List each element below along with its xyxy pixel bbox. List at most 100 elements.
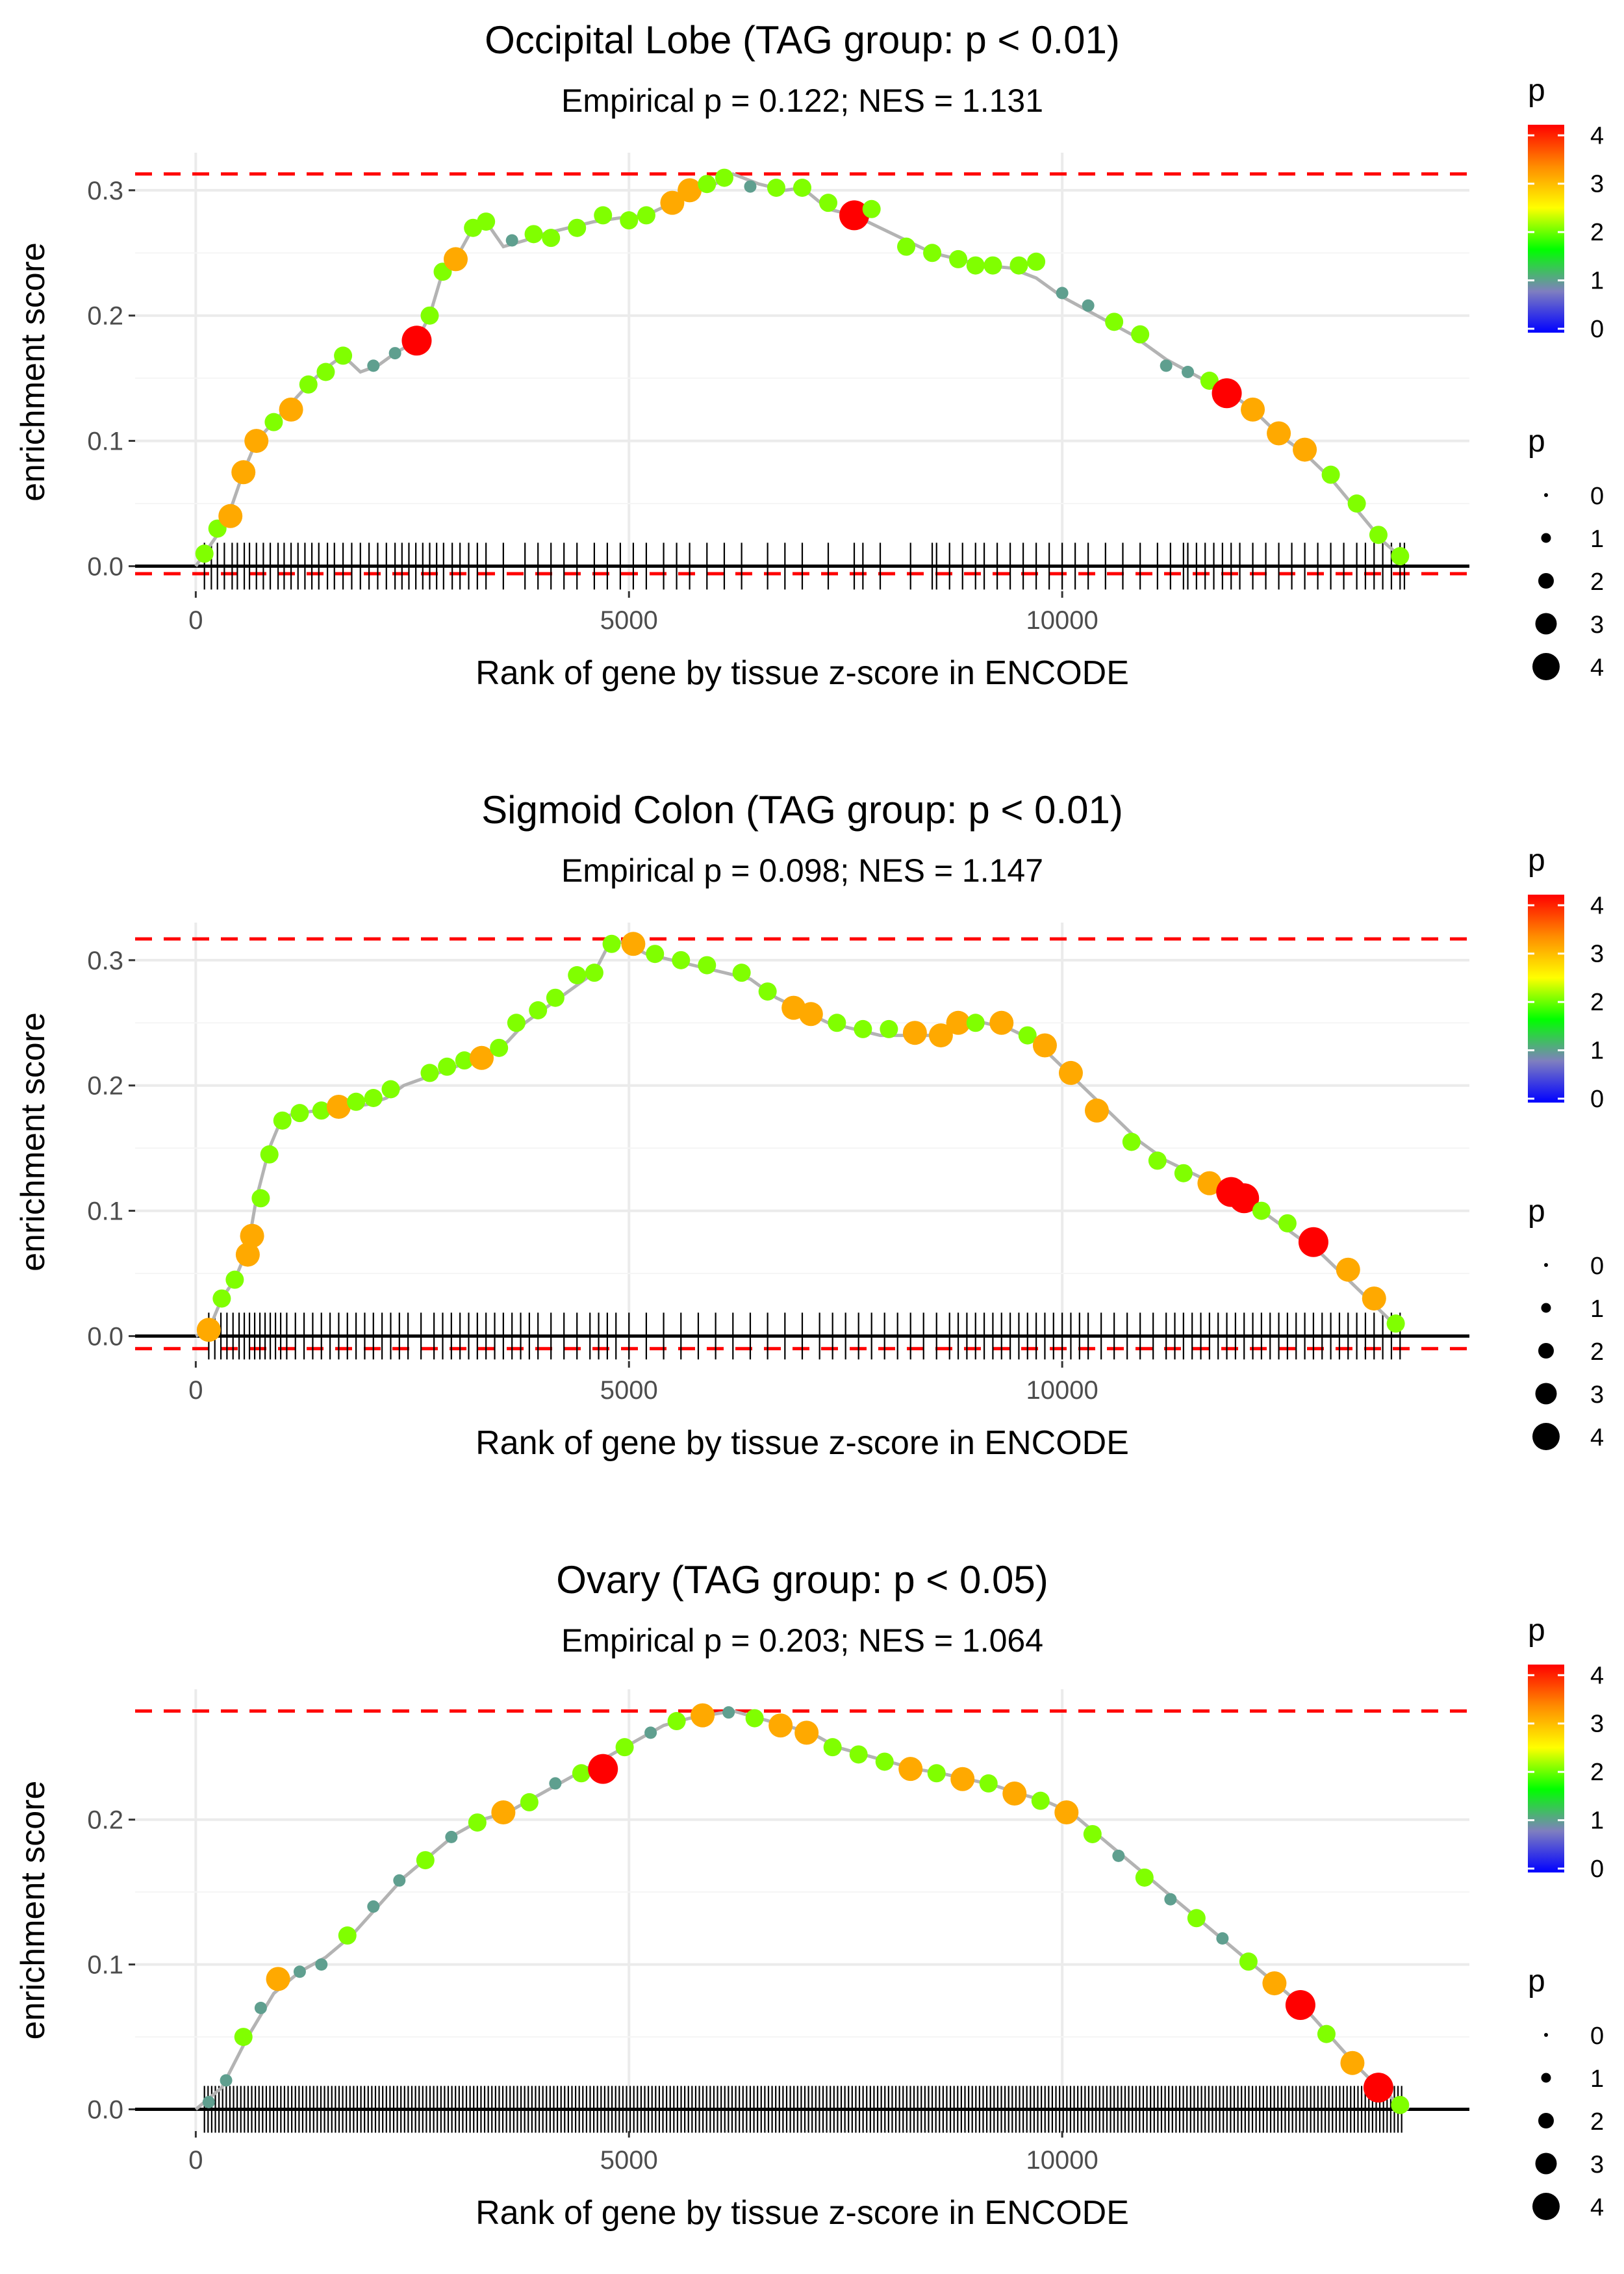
enrichment-point [1391, 2095, 1410, 2114]
enrichment-point [1317, 2025, 1336, 2043]
size-legend-label: 4 [1590, 654, 1604, 682]
enrichment-point [839, 200, 870, 231]
y-axis-title: enrichment score [14, 242, 52, 502]
size-legend-title: p [1528, 424, 1545, 459]
enrichment-point [1386, 1314, 1405, 1333]
y-axis-title: enrichment score [14, 1781, 52, 2040]
enrichment-point [768, 1713, 793, 1738]
enrichment-point [672, 951, 691, 969]
enrichment-point [819, 194, 838, 212]
color-legend-label: 0 [1590, 1856, 1604, 1883]
enrichment-point [1131, 325, 1150, 344]
size-legend-title: p [1528, 1194, 1545, 1229]
enrichment-point [546, 988, 565, 1007]
x-axis-title: Rank of gene by tissue z-score in ENCODE [476, 2194, 1129, 2232]
enrichment-point [1135, 1868, 1154, 1887]
enrichment-point [1009, 256, 1028, 275]
size-legend-dot [1532, 653, 1560, 680]
color-legend-label: 3 [1590, 171, 1604, 198]
x-tick-label: 0 [188, 606, 203, 635]
enrichment-point [849, 1745, 868, 1764]
enrichment-point [524, 225, 543, 244]
x-tick-label: 0 [188, 2146, 203, 2175]
enrichment-point [225, 1270, 244, 1289]
enrichment-point [1148, 1151, 1167, 1170]
enrichment-point [240, 1223, 264, 1248]
legend: p 4 3 2 1 0 p 0 1 2 3 4 [1528, 73, 1604, 682]
color-legend-label: 1 [1590, 268, 1604, 295]
enrichment-point [798, 1002, 823, 1027]
color-legend-bar [1528, 125, 1564, 333]
size-legend-dot [1535, 2153, 1557, 2175]
enrichment-point [1252, 1201, 1271, 1220]
enrichment-point [381, 1080, 400, 1099]
enrichment-point [572, 1764, 590, 1783]
size-legend-dot [1544, 1263, 1548, 1267]
hit-rug [203, 543, 1406, 590]
color-legend-label: 0 [1590, 1086, 1604, 1113]
enrichment-point [1293, 437, 1317, 462]
size-legend-label: 3 [1590, 1381, 1604, 1409]
enrichment-point [1298, 1227, 1328, 1257]
x-tick-label: 5000 [600, 2146, 658, 2175]
enrichment-point [212, 1289, 231, 1308]
enrichment-point [1267, 421, 1291, 446]
enrichment-point [823, 1738, 842, 1757]
enrichment-point [1262, 1971, 1287, 1996]
enrichment-point [1122, 1132, 1141, 1151]
enrichment-point [1164, 1893, 1177, 1906]
size-legend-label: 0 [1590, 1253, 1604, 1280]
enrichment-point [1174, 1164, 1193, 1182]
enrichment-point [898, 1757, 923, 1782]
enrichment-point [468, 1813, 487, 1832]
enrichment-point [290, 1104, 309, 1123]
chart-subtitle: Empirical p = 0.098; NES = 1.147 [561, 852, 1043, 889]
enrichment-point [1321, 465, 1340, 484]
enrichment-point [1056, 287, 1069, 300]
chart-subtitle: Empirical p = 0.203; NES = 1.064 [561, 1622, 1043, 1659]
size-legend-label: 0 [1590, 483, 1604, 510]
enrichment-point [698, 956, 717, 975]
color-legend-label: 2 [1590, 989, 1604, 1016]
enrichment-point [195, 544, 214, 563]
enrichment-point [989, 1010, 1014, 1035]
enrichment-point [260, 1145, 279, 1164]
enrichment-point [347, 1092, 366, 1111]
enrichment-point [966, 256, 985, 275]
size-legend-label: 4 [1590, 2194, 1604, 2221]
x-axis-title: Rank of gene by tissue z-score in ENCODE [476, 1424, 1129, 1462]
enrichment-point [477, 212, 496, 231]
enrichment-point [1082, 299, 1095, 312]
chart-subtitle: Empirical p = 0.122; NES = 1.131 [561, 83, 1043, 119]
enrichment-point [854, 1019, 872, 1038]
size-legend-dot [1538, 573, 1554, 589]
enrichment-point [793, 179, 811, 197]
enrichment-point [1018, 1026, 1037, 1045]
enrichment-point [637, 206, 655, 225]
enrichment-point [254, 2001, 267, 2014]
y-tick-label: 0.3 [87, 177, 123, 205]
chart-title: Sigmoid Colon (TAG group: p < 0.01) [481, 788, 1123, 832]
size-legend-label: 2 [1590, 568, 1604, 596]
enrichment-point [568, 218, 587, 237]
enrichment-point [1032, 1033, 1057, 1058]
enrichment-point [491, 1800, 516, 1825]
enrichment-point [949, 249, 968, 268]
enrichment-point [1054, 1800, 1079, 1825]
color-legend-label: 3 [1590, 941, 1604, 968]
size-legend-dot [1544, 2033, 1548, 2037]
y-tick-label: 0.0 [87, 2096, 123, 2125]
color-legend-label: 4 [1590, 1662, 1604, 1689]
enrichment-point [1212, 378, 1242, 409]
enrichment-point [678, 178, 702, 203]
enrichment-point [880, 1019, 898, 1038]
color-legend-label: 4 [1590, 122, 1604, 149]
enrichment-point [316, 363, 335, 381]
enrichment-point [364, 1089, 383, 1107]
y-tick-label: 0.0 [87, 552, 123, 581]
enrichment-point [334, 346, 353, 365]
enrichment-point [928, 1023, 953, 1048]
size-legend-label: 2 [1590, 2108, 1604, 2136]
size-legend-dot [1538, 1343, 1554, 1359]
